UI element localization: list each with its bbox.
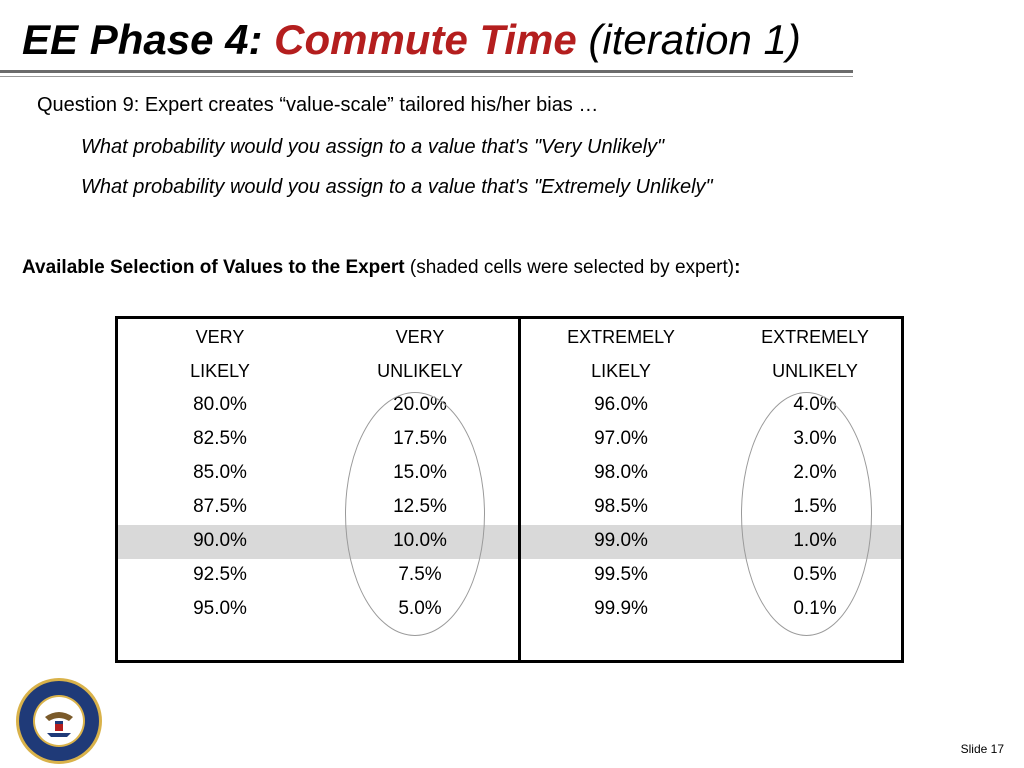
column-header: EXTREMELY	[567, 327, 675, 347]
slide-number: Slide 17	[960, 742, 1004, 756]
selection-oval-extremely-unlikely	[741, 392, 872, 636]
table-divider	[518, 319, 521, 660]
sub-question-extremely-unlikely: What probability would you assign to a v…	[81, 176, 713, 198]
column-header: VERY	[195, 327, 245, 347]
navy-seal-logo	[16, 678, 102, 764]
column-header: EXTREMELY	[761, 327, 869, 347]
title-prefix: EE Phase 4:	[22, 16, 275, 63]
column-header: VERY	[395, 327, 445, 347]
available-caption-bold: Available Selection of Values to the Exp…	[22, 257, 405, 278]
sub-question-very-unlikely: What probability would you assign to a v…	[81, 136, 665, 158]
title-suffix: (iteration 1)	[576, 16, 801, 63]
slide-title: EE Phase 4: Commute Time (iteration 1)	[22, 12, 801, 68]
title-rule-thick	[0, 70, 853, 73]
column-header: LIKELY	[591, 361, 651, 381]
column-header: LIKELY	[190, 361, 250, 381]
table-cell: 82.5%	[193, 428, 247, 449]
table-cell: 96.0%	[594, 394, 648, 415]
available-caption-note: (shaded cells were selected by expert)	[404, 257, 735, 278]
table-cell: 99.5%	[594, 564, 648, 585]
title-accent: Commute Time	[274, 16, 577, 63]
table-cell: 97.0%	[594, 428, 648, 449]
table-cell: 99.0%	[594, 530, 648, 551]
table-cell: 87.5%	[193, 496, 247, 517]
selection-oval-very-unlikely	[345, 392, 485, 636]
column-header: UNLIKELY	[772, 361, 858, 381]
available-selection-caption: Available Selection of Values to the Exp…	[22, 257, 740, 279]
table-cell: 98.0%	[594, 462, 648, 483]
table-cell: 99.9%	[594, 598, 648, 619]
table-cell: 92.5%	[193, 564, 247, 585]
table-cell: 95.0%	[193, 598, 247, 619]
table-cell: 90.0%	[193, 530, 247, 551]
column-header: UNLIKELY	[377, 361, 463, 381]
question-text: Question 9: Expert creates “value-scale”…	[37, 94, 599, 116]
table-cell: 80.0%	[193, 394, 247, 415]
table-cell: 98.5%	[594, 496, 648, 517]
title-rule-thin	[0, 76, 853, 77]
available-caption-colon: :	[734, 257, 741, 278]
table-cell: 85.0%	[193, 462, 247, 483]
